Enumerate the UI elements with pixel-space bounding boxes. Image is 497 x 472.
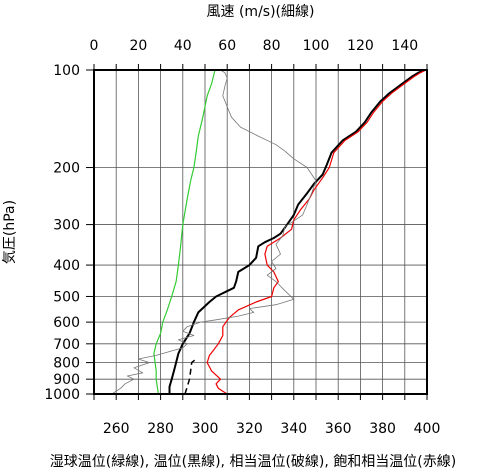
top-axis-tick-label: 0 — [90, 38, 99, 54]
top-axis-tick-label: 120 — [347, 38, 374, 54]
top-axis-tick-label: 60 — [218, 38, 236, 54]
series-line-theta — [168, 69, 426, 394]
top-axis-tick-label: 140 — [391, 38, 418, 54]
grid — [94, 69, 427, 395]
top-axis-tick-label: 20 — [129, 38, 147, 54]
y-axis-tick-label: 500 — [53, 289, 80, 305]
bottom-axis-tick-label: 260 — [103, 421, 130, 437]
y-axis-tick-label: 300 — [53, 218, 80, 234]
y-axis-tick-label: 600 — [53, 315, 80, 331]
y-axis-title: 気圧(hPa) — [2, 200, 18, 264]
bottom-axis-tick-label: 340 — [280, 421, 307, 437]
series-line-wetbulb — [153, 69, 216, 395]
bottom-axis-tick-label: 360 — [325, 421, 352, 437]
y-axis-tick-label: 900 — [53, 372, 80, 388]
x-axis-title: 湿球温位(緑線), 温位(黒線), 相当温位(破線), 飽和相当温位(赤線) — [50, 453, 456, 470]
top-axis-tick-label: 100 — [303, 38, 330, 54]
series-layer — [111, 69, 427, 395]
bottom-axis-tick-label: 280 — [147, 421, 174, 437]
y-axis-tick-label: 800 — [53, 356, 80, 372]
plot-frame — [93, 69, 428, 395]
chart-title: 風速 (m/s)(細線) — [207, 4, 315, 20]
axes: 260 280 300 320 340 360 380 400 0 20 40 60 80 100 120 1… — [44, 38, 440, 437]
series-line-theta_es — [206, 69, 427, 395]
y-axis-tick-label: 200 — [53, 161, 80, 177]
bottom-axis-tick-label: 400 — [414, 421, 441, 437]
top-axis-tick-label: 80 — [263, 38, 281, 54]
y-axis-tick-label: 700 — [53, 337, 80, 353]
bottom-axis-tick-label: 320 — [236, 421, 263, 437]
series-line-wind — [111, 69, 317, 395]
y-axis-tick-label: 100 — [53, 63, 80, 79]
series-line-theta_e — [184, 358, 197, 395]
bottom-axis-tick-label: 300 — [192, 421, 219, 437]
y-axis-tick-label: 1000 — [44, 387, 80, 403]
y-axis-tick-label: 400 — [53, 258, 80, 274]
top-axis-tick-label: 40 — [174, 38, 192, 54]
bottom-axis-tick-label: 380 — [369, 421, 396, 437]
